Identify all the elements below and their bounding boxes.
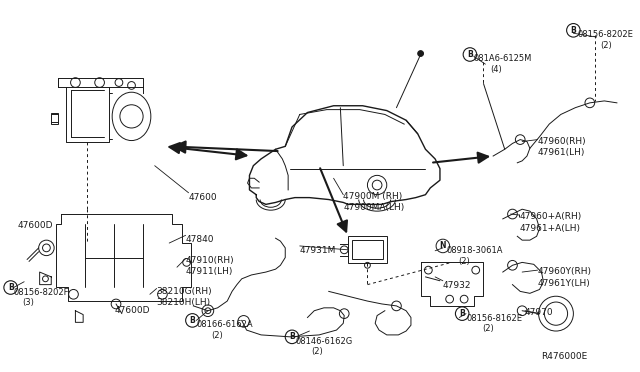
- Text: (2): (2): [483, 324, 494, 333]
- Text: 38210G(RH): 38210G(RH): [157, 286, 212, 296]
- Circle shape: [418, 51, 424, 57]
- Text: 47960Y(RH): 47960Y(RH): [538, 267, 591, 276]
- Text: (2): (2): [311, 347, 323, 356]
- Text: 47600D: 47600D: [17, 221, 53, 230]
- Text: 081A6-6125M: 081A6-6125M: [474, 54, 532, 64]
- Text: 47910(RH): 47910(RH): [186, 256, 234, 264]
- Text: B: B: [570, 26, 576, 35]
- Text: 47900M (RH): 47900M (RH): [343, 192, 403, 201]
- Bar: [51, 112, 58, 124]
- Ellipse shape: [112, 92, 151, 141]
- Text: 08156-8162E: 08156-8162E: [466, 314, 522, 323]
- Text: 08156-8202E: 08156-8202E: [577, 31, 633, 39]
- Text: N: N: [440, 241, 446, 250]
- Text: 08146-6162G: 08146-6162G: [296, 337, 353, 346]
- Text: (3): (3): [22, 298, 34, 307]
- Text: 08918-3061A: 08918-3061A: [447, 246, 503, 255]
- Text: 47840: 47840: [186, 235, 214, 244]
- Text: 47600D: 47600D: [114, 306, 150, 315]
- Text: 47960+A(RH): 47960+A(RH): [519, 212, 582, 221]
- Text: 47600: 47600: [189, 193, 217, 202]
- Text: 47931M: 47931M: [300, 246, 336, 255]
- Text: R476000E: R476000E: [541, 352, 588, 361]
- Text: B: B: [460, 309, 465, 318]
- Text: 47932: 47932: [443, 281, 471, 290]
- Bar: [348, 236, 387, 263]
- Text: (2): (2): [458, 257, 470, 266]
- Text: (2): (2): [600, 41, 612, 50]
- Text: B: B: [467, 50, 473, 59]
- Text: 47961+A(LH): 47961+A(LH): [519, 224, 580, 233]
- Text: B: B: [289, 332, 295, 341]
- Text: 38210H(LH): 38210H(LH): [157, 298, 211, 307]
- Text: B: B: [8, 283, 13, 292]
- Text: (4): (4): [490, 65, 502, 74]
- Text: B: B: [189, 316, 195, 325]
- Bar: [352, 240, 383, 260]
- Text: 47961(LH): 47961(LH): [538, 148, 585, 157]
- Text: 47911(LH): 47911(LH): [186, 267, 233, 276]
- Text: (2): (2): [211, 331, 223, 340]
- Text: 47960(RH): 47960(RH): [538, 137, 586, 146]
- Text: 47961Y(LH): 47961Y(LH): [538, 279, 590, 288]
- Text: 08166-6162A: 08166-6162A: [196, 320, 253, 329]
- Text: 47900MA(LH): 47900MA(LH): [343, 203, 404, 212]
- Text: 47970: 47970: [525, 308, 554, 317]
- Text: 08156-8202F: 08156-8202F: [13, 288, 69, 296]
